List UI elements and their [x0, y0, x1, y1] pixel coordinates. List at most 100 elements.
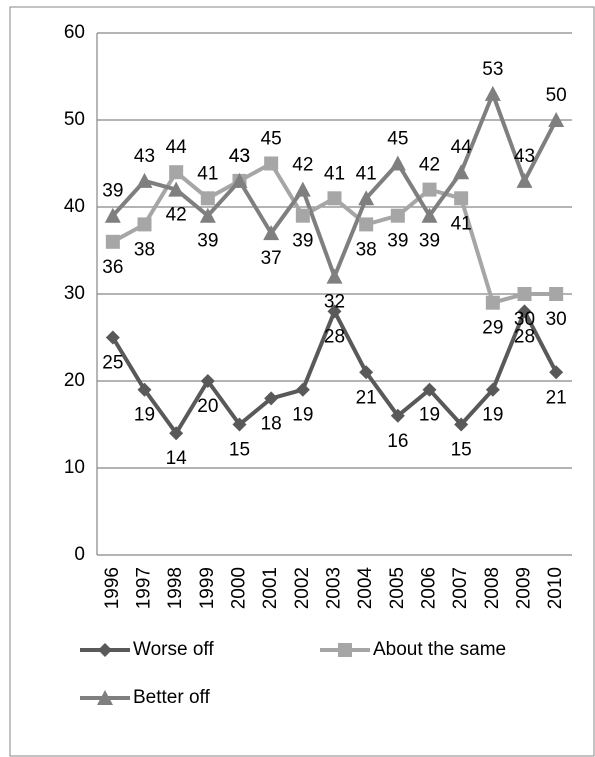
data-label: 45 — [261, 129, 282, 150]
x-tick-label: 2002 — [292, 567, 313, 609]
marker — [264, 156, 279, 171]
x-tick-label: 2007 — [450, 567, 471, 609]
marker — [389, 155, 406, 171]
frame — [9, 6, 595, 757]
marker — [105, 330, 120, 345]
data-label: 19 — [292, 405, 313, 426]
marker — [359, 365, 374, 380]
marker — [358, 190, 375, 206]
marker — [232, 417, 247, 432]
x-tick-label: 2000 — [229, 567, 250, 609]
y-tick-label: 60 — [64, 22, 85, 43]
data-label: 39 — [102, 181, 123, 202]
marker — [264, 391, 279, 406]
data-label: 37 — [261, 248, 282, 269]
y-tick-label: 50 — [64, 109, 85, 130]
marker — [484, 85, 501, 101]
y-tick-label: 20 — [64, 370, 85, 391]
data-label: 20 — [197, 396, 218, 417]
x-tick-label: 2004 — [355, 567, 376, 610]
data-label: 41 — [451, 213, 472, 234]
marker — [422, 382, 437, 397]
data-label: 50 — [546, 85, 567, 106]
marker — [263, 225, 280, 241]
data-label: 43 — [229, 146, 250, 167]
data-label: 42 — [292, 155, 313, 176]
y-tick-label: 40 — [64, 196, 85, 217]
x-tick-label: 2003 — [324, 567, 345, 609]
marker — [422, 182, 437, 197]
x-tick-label: 1997 — [134, 567, 155, 609]
data-label: 42 — [419, 155, 440, 176]
legend-label: About the same — [373, 639, 506, 660]
marker — [104, 207, 121, 223]
data-label: 39 — [419, 231, 440, 252]
data-label: 21 — [546, 387, 567, 408]
data-label: 44 — [166, 137, 188, 158]
data-label: 45 — [387, 129, 408, 150]
x-tick-label: 2009 — [514, 567, 535, 609]
marker — [454, 191, 469, 206]
marker — [485, 382, 500, 397]
data-label: 41 — [197, 163, 218, 184]
data-label: 14 — [166, 448, 188, 469]
marker — [169, 165, 184, 180]
marker — [168, 181, 185, 197]
marker — [294, 181, 311, 197]
marker — [231, 172, 248, 188]
x-tick-label: 2006 — [419, 567, 440, 609]
y-tick-label: 10 — [64, 457, 85, 478]
marker — [327, 304, 342, 319]
data-label: 16 — [387, 431, 408, 452]
series-line — [111, 88, 558, 283]
marker — [137, 382, 152, 397]
data-label: 19 — [482, 405, 503, 426]
marker — [454, 417, 469, 432]
marker — [295, 382, 310, 397]
data-label: 39 — [292, 231, 313, 252]
marker — [421, 207, 438, 223]
marker — [295, 208, 310, 223]
marker — [359, 217, 374, 232]
x-tick-label: 1999 — [197, 567, 218, 609]
marker — [327, 191, 342, 206]
y-tick-label: 30 — [64, 283, 85, 304]
data-label: 21 — [356, 387, 377, 408]
data-label: 29 — [482, 318, 503, 339]
x-tick-label: 2001 — [260, 567, 281, 609]
data-label: 38 — [134, 239, 155, 260]
marker — [200, 374, 215, 388]
x-tick-label: 1996 — [102, 567, 123, 609]
marker — [390, 208, 405, 223]
x-tick-label: 2005 — [387, 567, 408, 609]
data-label: 19 — [134, 405, 155, 426]
marker — [338, 643, 352, 657]
legend-label: Worse off — [133, 639, 214, 660]
marker — [549, 287, 564, 301]
data-label: 18 — [261, 413, 282, 434]
data-label: 30 — [546, 309, 567, 330]
data-label: 41 — [324, 163, 345, 184]
data-label: 28 — [514, 326, 535, 347]
data-label: 32 — [324, 292, 345, 313]
marker — [136, 172, 153, 188]
data-label: 44 — [451, 137, 473, 158]
marker — [485, 295, 500, 310]
marker — [199, 207, 216, 223]
marker — [326, 268, 343, 284]
marker — [549, 365, 564, 380]
marker — [516, 172, 533, 188]
marker — [137, 217, 152, 232]
data-label: 38 — [356, 239, 377, 260]
x-tick-label: 2008 — [482, 567, 503, 609]
data-label: 42 — [166, 205, 187, 226]
data-label: 30 — [514, 309, 535, 330]
marker — [390, 408, 405, 423]
data-label: 15 — [451, 440, 472, 461]
data-label: 43 — [514, 146, 535, 167]
x-tick-label: 1998 — [165, 567, 186, 609]
marker — [517, 287, 532, 301]
data-label: 43 — [229, 146, 250, 167]
data-label: 25 — [102, 353, 123, 374]
